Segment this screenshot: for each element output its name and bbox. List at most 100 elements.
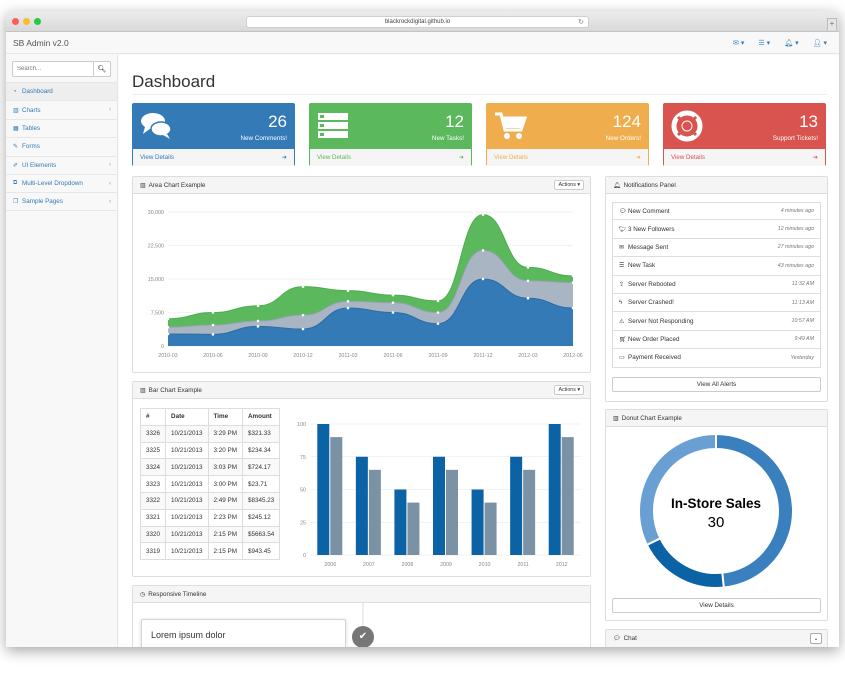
data-point[interactable]	[571, 281, 575, 284]
notification-item[interactable]: 💬︎ New Comment 4 minutes ago	[612, 202, 821, 221]
data-point[interactable]	[481, 277, 485, 281]
y-tick-label: 15,000	[148, 277, 164, 283]
data-point[interactable]	[391, 293, 395, 297]
data-point[interactable]	[436, 299, 440, 303]
data-point[interactable]	[481, 249, 485, 252]
bar[interactable]	[484, 502, 497, 555]
sidebar-item-dashboard[interactable]: ◔ Dashboard	[6, 82, 117, 101]
data-point[interactable]	[211, 311, 215, 314]
chevron-down-button[interactable]: ⌄	[810, 633, 822, 644]
bar[interactable]	[394, 489, 407, 556]
data-point[interactable]	[436, 311, 440, 314]
bar[interactable]	[548, 424, 561, 555]
notification-item[interactable]: ϟ Server Crashed! 11:13 AM	[612, 293, 821, 313]
data-point[interactable]	[301, 285, 305, 288]
view-details-link[interactable]: View Details ➜	[664, 148, 825, 166]
data-point[interactable]	[571, 274, 575, 278]
data-point[interactable]	[301, 313, 305, 317]
minimize-window-button[interactable]	[23, 18, 30, 25]
sidebar-item-ui-elements[interactable]: ✐ UI Elements ‹	[6, 155, 117, 174]
bar[interactable]	[407, 502, 420, 555]
table-cell: 10/21/2013	[165, 508, 209, 527]
notification-item[interactable]: ⚠ Server Not Responding 10:57 AM	[612, 312, 821, 331]
messages-dropdown[interactable]: ✉ ▾	[733, 39, 744, 47]
data-point[interactable]	[211, 333, 215, 336]
search-input[interactable]	[12, 61, 94, 77]
notification-item[interactable]: ▭ Payment Received Yesterday	[612, 349, 821, 368]
view-details-label: View Details	[494, 154, 528, 161]
bar[interactable]	[510, 456, 523, 555]
chevron-left-icon: ‹	[109, 180, 111, 187]
bar-chart-icon: ▥	[613, 415, 619, 422]
search-button[interactable]: 🔍︎	[94, 61, 111, 77]
data-point[interactable]	[391, 301, 395, 304]
bar[interactable]	[317, 424, 330, 555]
data-point[interactable]	[526, 266, 530, 269]
tasks-dropdown[interactable]: ☰ ▾	[758, 39, 770, 47]
data-point[interactable]	[166, 325, 170, 329]
data-point[interactable]	[481, 213, 485, 216]
bar[interactable]	[355, 456, 368, 555]
data-point[interactable]	[346, 300, 350, 303]
view-all-alerts-button[interactable]: View All Alerts	[612, 377, 821, 392]
address-bar[interactable]: blackrockdigital.github.io ↻	[246, 16, 589, 28]
notification-item[interactable]: 🛒︎ New Order Placed 9:49 AM	[612, 330, 821, 350]
table-cell: 3:03 PM	[207, 458, 243, 477]
data-point[interactable]	[166, 317, 170, 321]
user-dropdown[interactable]: 👤︎ ▾	[813, 39, 827, 47]
notification-item[interactable]: ☰ New Task 43 minutes ago	[612, 257, 821, 276]
data-point[interactable]	[256, 304, 260, 308]
data-point[interactable]	[346, 289, 350, 292]
view-details-link[interactable]: View Details ➜	[133, 148, 294, 166]
donut-slice[interactable]	[638, 432, 717, 547]
actions-dropdown-button[interactable]: Actions ▾	[554, 385, 584, 395]
actions-dropdown-button[interactable]: Actions ▾	[554, 180, 584, 190]
panel-heading: ▥ Bar Chart Example Actions ▾	[133, 382, 590, 399]
notification-time: 11:32 AM	[791, 281, 814, 288]
notification-item[interactable]: ✉ Message Sent 27 minutes ago	[612, 238, 821, 258]
view-details-link[interactable]: View Details ➜	[310, 148, 471, 166]
bar[interactable]	[471, 489, 484, 556]
bar[interactable]	[561, 437, 574, 555]
data-point[interactable]	[346, 306, 350, 310]
panel-title: Bar Chart Example	[148, 386, 202, 394]
stat-panel-tickets: 13 Support Tickets! View Details ➜	[663, 103, 826, 166]
sidebar-item-forms[interactable]: ✎ Forms	[6, 137, 117, 155]
new-tab-button[interactable]: +	[827, 18, 837, 30]
close-window-button[interactable]	[12, 18, 19, 25]
bar[interactable]	[368, 469, 381, 555]
data-point[interactable]	[436, 322, 440, 325]
bar[interactable]	[446, 469, 458, 555]
data-point[interactable]	[211, 323, 215, 327]
reload-icon[interactable]: ↻	[578, 19, 584, 26]
view-details-button[interactable]: View Details	[612, 598, 821, 613]
sidebar-item-charts[interactable]: ▥ Charts ‹	[6, 100, 117, 118]
data-point[interactable]	[526, 279, 530, 283]
donut-slice[interactable]	[645, 536, 725, 589]
bar[interactable]	[330, 437, 343, 555]
alerts-dropdown[interactable]: 🔔︎ ▾	[784, 39, 798, 47]
view-details-label: View Details	[140, 154, 174, 161]
sidebar-item-sample-pages[interactable]: ❐ Sample Pages ‹	[6, 192, 117, 211]
data-point[interactable]	[391, 311, 395, 314]
bar[interactable]	[523, 469, 536, 555]
chevron-left-icon: ‹	[109, 198, 111, 205]
view-details-link[interactable]: View Details ➜	[487, 148, 648, 166]
table-cell: 10/21/2013	[165, 424, 209, 443]
view-details-label: View Details	[671, 154, 705, 161]
sidebar-item-multi-level-dropdown[interactable]: ⧉ Multi-Level Dropdown ‹	[6, 173, 117, 192]
data-point[interactable]	[301, 327, 305, 331]
sidebar-item-tables[interactable]: ▦ Tables	[6, 118, 117, 137]
data-point[interactable]	[256, 325, 260, 328]
bar[interactable]	[433, 456, 445, 555]
maximize-window-button[interactable]	[34, 18, 41, 25]
data-point[interactable]	[256, 319, 260, 323]
notification-item[interactable]: 🐦︎ 3 New Followers 12 minutes ago	[612, 220, 821, 239]
brand-link[interactable]: SB Admin v2.0	[13, 38, 69, 48]
data-point[interactable]	[526, 296, 530, 300]
table-row: 3322 10/21/2013 2:49 PM $8345.23	[139, 491, 281, 510]
data-point[interactable]	[571, 306, 575, 310]
notification-item[interactable]: ⇪ Server Rebooted 11:32 AM	[612, 275, 821, 294]
data-point[interactable]	[166, 332, 170, 336]
arrow-circle-right-icon: ➜	[281, 154, 287, 161]
